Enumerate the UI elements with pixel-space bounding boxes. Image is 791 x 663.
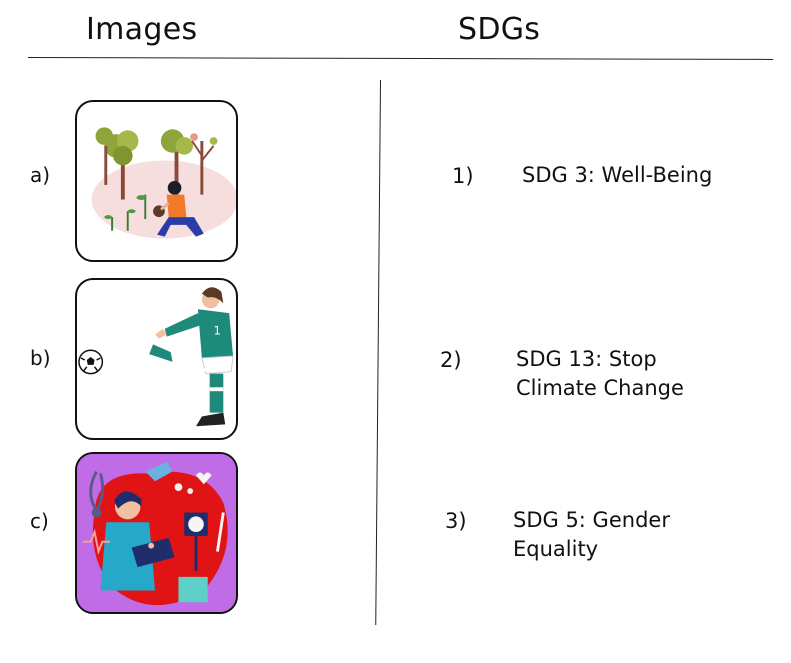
sdg-number-2: 2) [440,348,462,372]
image-card-tree-planting[interactable] [75,100,238,262]
sdg-2-line1: SDG 13: Stop [516,347,657,371]
nurse-illustration [77,454,236,612]
football-player-illustration: 1 [78,287,234,427]
image-label-b: b) [30,346,51,370]
sdg-item-1: SDG 3: Well-Being [522,161,712,190]
sdg-number-1: 1) [452,164,474,188]
images-column-header: Images [86,12,198,47]
sdg-1-line1: SDG 3: Well-Being [522,163,713,187]
sdg-2-line2: Climate Change [516,376,684,400]
image-label-a: a) [30,163,51,187]
sdg-item-2: SDG 13: Stop Climate Change [516,345,684,403]
sdg-number-3: 3) [445,509,467,533]
sdg-item-3: SDG 5: Gender Equality [513,506,670,564]
sdgs-column-header: SDGs [458,12,541,47]
sdg-3-line1: SDG 5: Gender [513,508,670,532]
image-card-nurse[interactable] [75,452,238,614]
column-divider [375,79,381,625]
image-label-c: c) [30,509,49,533]
svg-text:1: 1 [214,324,221,338]
tree-planting-illustration [91,127,236,239]
header-divider [27,57,773,60]
sdg-3-line2: Equality [513,537,599,561]
image-card-football-player[interactable]: 1 [75,278,238,440]
